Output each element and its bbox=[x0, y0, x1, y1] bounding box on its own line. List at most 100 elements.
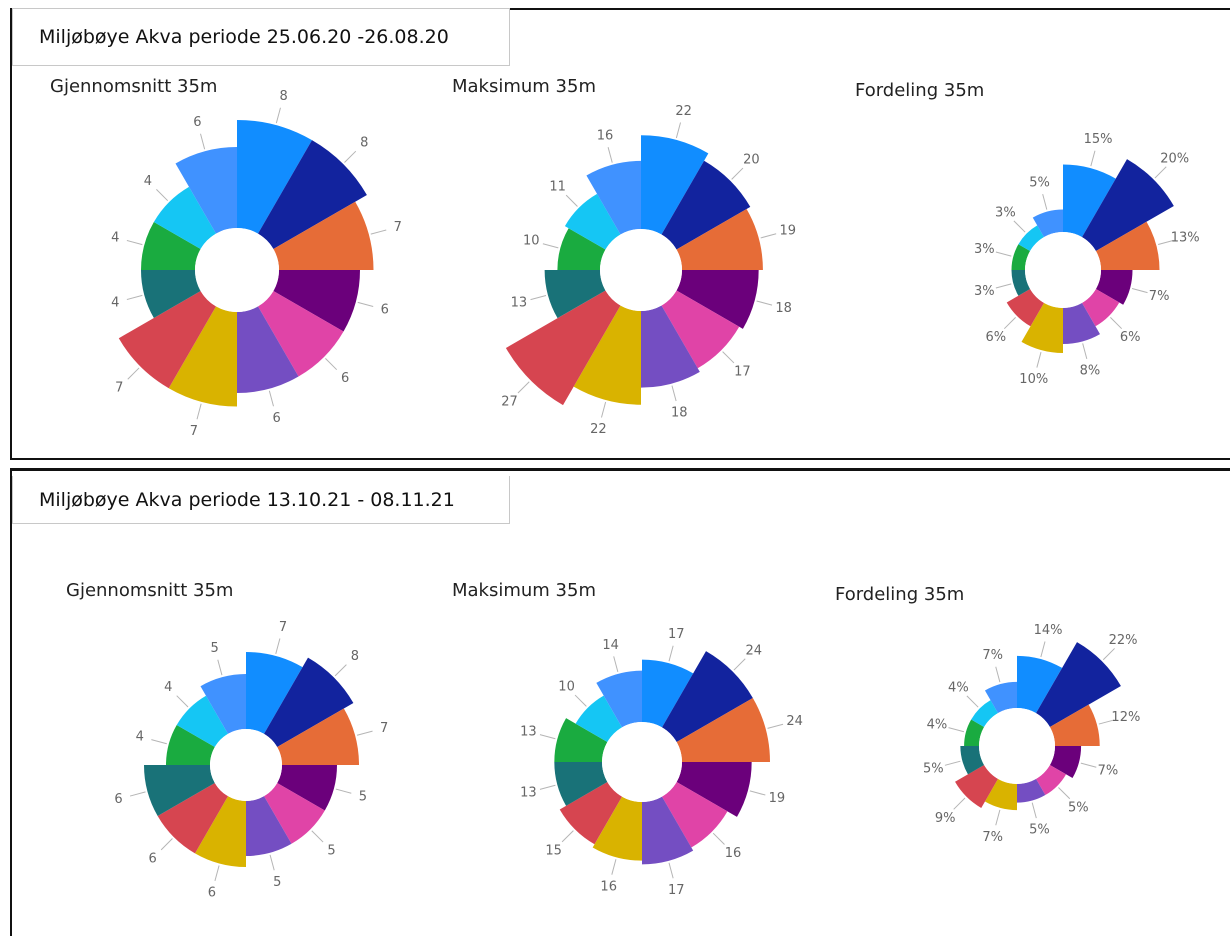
leader-line bbox=[767, 723, 784, 729]
data-label: 7% bbox=[1149, 289, 1170, 304]
rose-segment-4 bbox=[662, 782, 728, 848]
data-label: 19 bbox=[779, 224, 796, 239]
chart-title-average: Gjennomsnitt 35m bbox=[50, 76, 218, 97]
rose-segment-3 bbox=[1095, 270, 1133, 305]
data-label: 10 bbox=[523, 234, 540, 249]
data-label: 10 bbox=[558, 680, 575, 695]
panel-period-2021: Miljøbøye Akva periode 13.10.21 - 08.11.… bbox=[0, 468, 1230, 936]
leader-line bbox=[1102, 648, 1115, 661]
leader-line bbox=[574, 694, 587, 707]
data-label: 5% bbox=[923, 761, 944, 776]
leader-line bbox=[311, 830, 324, 843]
leader-line bbox=[565, 194, 578, 207]
rose-segment-7 bbox=[955, 765, 998, 808]
rose-segment-8 bbox=[554, 762, 608, 806]
leader-line bbox=[1080, 762, 1097, 768]
leader-line bbox=[995, 809, 1001, 826]
data-label: 4 bbox=[111, 230, 119, 245]
data-label: 5 bbox=[273, 875, 281, 890]
rose-segment-10 bbox=[564, 193, 621, 250]
rose-segment-10 bbox=[971, 700, 998, 727]
panel-period-2020: Miljøbøye Akva periode 25.06.20 -26.08.2… bbox=[10, 8, 1230, 460]
rose-segment-9 bbox=[141, 222, 201, 270]
leader-line bbox=[611, 859, 617, 875]
rose-segment-7 bbox=[157, 783, 228, 854]
chart-title-maximum: Maksimum 35m bbox=[452, 76, 596, 97]
rose-chart-maximum: 17 24 24 19 16 17 16 15 13 13 10 14 bbox=[520, 627, 803, 898]
rose-segment-9 bbox=[1011, 244, 1031, 270]
data-label: 7 bbox=[190, 424, 198, 439]
chart-title-distribution: Fordeling 35m bbox=[835, 584, 965, 605]
data-label: 5 bbox=[211, 641, 219, 656]
data-label: 5% bbox=[1029, 176, 1050, 191]
data-label: 24 bbox=[745, 643, 762, 658]
rose-segment-1 bbox=[661, 160, 751, 250]
panel-frame bbox=[10, 468, 1230, 936]
panel-frame bbox=[10, 8, 1230, 460]
data-label: 20 bbox=[743, 153, 760, 168]
rose-segment-2 bbox=[273, 201, 374, 270]
leader-line bbox=[1090, 150, 1096, 167]
data-label: 18 bbox=[775, 301, 792, 316]
leader-line bbox=[151, 739, 167, 745]
rose-segment-10 bbox=[153, 186, 216, 249]
rose-segment-0 bbox=[1063, 164, 1116, 238]
leader-line bbox=[600, 401, 607, 418]
rose-segment-0 bbox=[246, 652, 303, 734]
data-label: 16 bbox=[597, 129, 614, 144]
data-label: 10% bbox=[1019, 372, 1048, 387]
leader-line bbox=[1040, 641, 1046, 658]
panel-title: Miljøbøye Akva periode 25.06.20 -26.08.2… bbox=[12, 8, 510, 66]
data-label: 27 bbox=[501, 395, 518, 410]
leader-line bbox=[756, 300, 773, 306]
data-label: 4 bbox=[111, 296, 119, 311]
data-label: 7 bbox=[115, 381, 123, 396]
leader-line bbox=[539, 734, 556, 740]
rose-segment-2 bbox=[277, 708, 359, 765]
rose-segment-7 bbox=[118, 291, 216, 389]
rose-segment-10 bbox=[1018, 225, 1044, 251]
leader-line bbox=[126, 240, 143, 246]
data-label: 6% bbox=[986, 330, 1007, 345]
leader-line bbox=[214, 865, 220, 882]
data-label: 22% bbox=[1109, 633, 1138, 648]
leader-line bbox=[129, 791, 146, 797]
leader-line bbox=[731, 167, 744, 180]
leader-line bbox=[269, 854, 275, 871]
rose-chart-distribution: 15% 20% 13% 7% 6% 8% 10% 6% 3% 3% 3% 5% bbox=[974, 132, 1200, 387]
leader-line bbox=[712, 832, 725, 845]
leader-line bbox=[370, 229, 387, 235]
rose-segment-3 bbox=[676, 762, 752, 817]
rose-segment-3 bbox=[277, 765, 337, 811]
leader-line bbox=[944, 760, 961, 766]
panel-title: Miljøbøye Akva periode 13.10.21 - 08.11.… bbox=[12, 476, 510, 524]
rose-segment-6 bbox=[592, 796, 642, 861]
rose-segment-2 bbox=[1049, 704, 1100, 746]
leader-line bbox=[542, 243, 559, 249]
leader-line bbox=[176, 695, 189, 708]
rose-segment-6 bbox=[984, 778, 1017, 811]
data-label: 13 bbox=[520, 725, 537, 740]
center-hole bbox=[602, 722, 682, 802]
data-label: 16 bbox=[600, 879, 617, 894]
rose-segment-8 bbox=[144, 765, 215, 816]
rose-segment-5 bbox=[642, 796, 694, 865]
data-label: 5 bbox=[327, 844, 335, 859]
center-hole bbox=[1025, 232, 1101, 308]
leader-line bbox=[668, 862, 674, 879]
leader-line bbox=[539, 784, 556, 790]
leader-line bbox=[156, 189, 169, 202]
rose-chart-average: 8 8 7 6 6 6 7 7 4 4 4 6 bbox=[111, 89, 402, 439]
data-label: 14% bbox=[1034, 623, 1063, 638]
leader-line bbox=[1154, 166, 1167, 179]
rose-segment-3 bbox=[273, 270, 360, 332]
rose-segment-5 bbox=[246, 796, 292, 856]
rose-segment-0 bbox=[641, 135, 709, 235]
leader-line bbox=[733, 658, 746, 671]
rose-segment-8 bbox=[141, 270, 201, 318]
chart-title-distribution: Fordeling 35m bbox=[855, 80, 985, 101]
rose-segment-6 bbox=[573, 305, 641, 405]
leader-line bbox=[335, 788, 352, 794]
rose-segment-0 bbox=[642, 659, 694, 728]
data-label: 6 bbox=[381, 303, 389, 318]
